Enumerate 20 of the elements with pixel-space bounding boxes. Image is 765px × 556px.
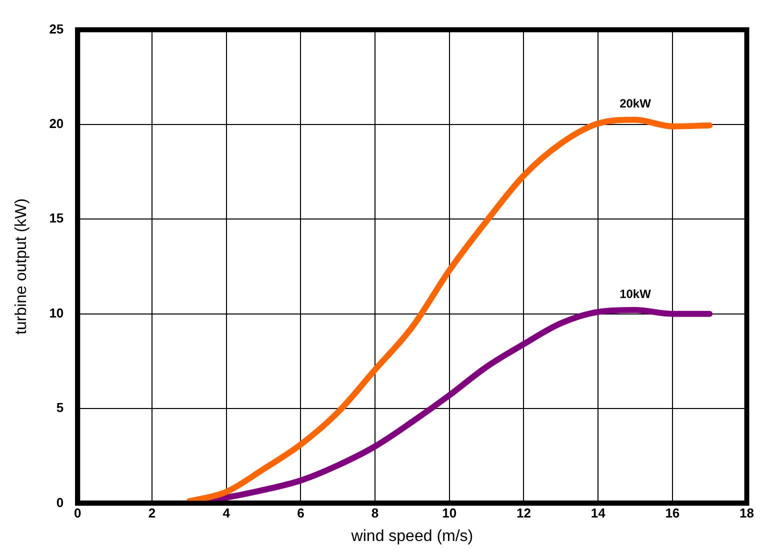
y-tick-label: 20 — [49, 116, 64, 132]
x-axis-title: wind speed (m/s) — [350, 528, 474, 545]
x-tick-label: 2 — [148, 506, 156, 521]
x-tick-label: 10 — [442, 506, 457, 521]
x-tick-label: 8 — [371, 506, 379, 521]
y-tick-label: 15 — [49, 210, 64, 226]
x-tick-label: 12 — [516, 506, 531, 521]
x-tick-label: 4 — [222, 506, 231, 521]
y-tick-label: 10 — [49, 305, 64, 320]
y-tick-label: 0 — [56, 494, 64, 510]
y-tick-label: 25 — [49, 21, 64, 36]
series-label: 10kW — [620, 287, 652, 302]
series-label: 20kW — [620, 96, 652, 111]
x-tick-label: 14 — [590, 506, 606, 521]
y-axis-title: turbine output (kW) — [13, 198, 30, 335]
x-tick-label: 6 — [297, 506, 304, 521]
y-tick-label: 5 — [56, 400, 64, 416]
x-tick-label: 0 — [74, 506, 82, 521]
x-tick-label: 16 — [665, 506, 680, 521]
x-tick-label: 18 — [740, 506, 754, 521]
